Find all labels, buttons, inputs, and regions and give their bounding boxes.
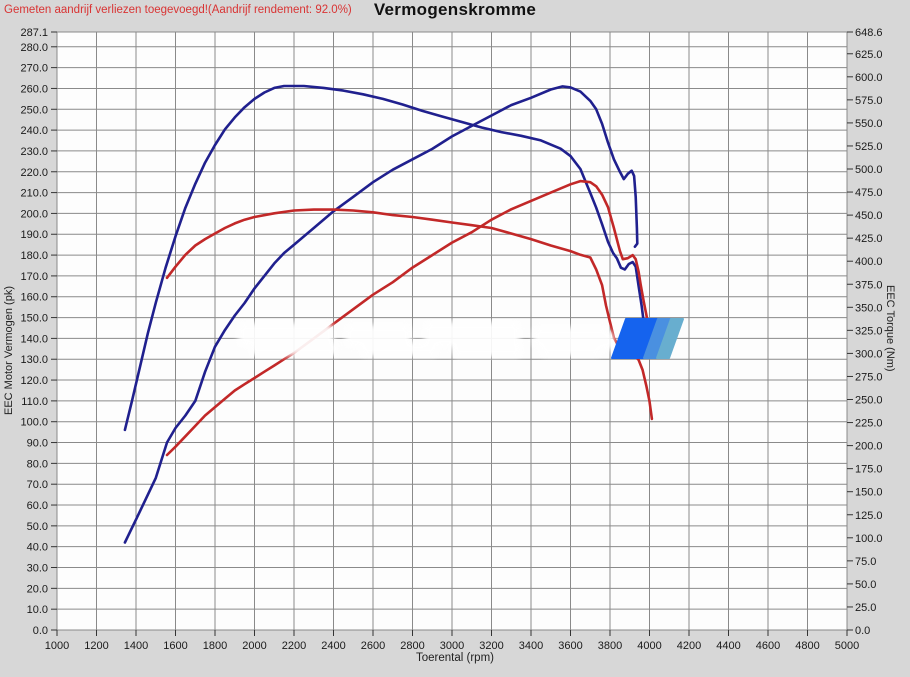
x-tick-label: 4200 [677,640,701,652]
right-tick-label: 300.0 [855,348,883,360]
left-tick-label: 200.0 [20,208,48,220]
drivetrain-loss-note: Gemeten aandrijf verliezen toegevoegd!(A… [4,4,352,16]
right-tick-label: 648.6 [855,27,883,39]
left-tick-label: 10.0 [27,604,48,616]
right-tick-label: 0.0 [855,625,870,637]
right-tick-label: 150.0 [855,487,883,499]
right-tick-label: 600.0 [855,72,883,84]
x-tick-label: 4400 [716,640,740,652]
left-tick-label: 50.0 [27,521,48,533]
left-tick-label: 80.0 [27,458,48,470]
left-tick-label: 40.0 [27,542,48,554]
left-tick-label: 30.0 [27,563,48,575]
left-tick-label: 70.0 [27,479,48,491]
left-tick-label: 220.0 [20,167,48,179]
right-tick-label: 450.0 [855,210,883,222]
curve-power_run_red [165,179,653,457]
left-tick-label: 270.0 [20,63,48,75]
right-tick-label: 350.0 [855,302,883,314]
left-tick-label: 260.0 [20,83,48,95]
x-tick-label: 1000 [45,640,69,652]
right-tick-label: 475.0 [855,187,883,199]
left-tick-label: 150.0 [20,313,48,325]
x-tick-label: 4800 [795,640,819,652]
x-tick-label: 1800 [203,640,227,652]
right-tick-label: 550.0 [855,118,883,130]
x-tick-label: 3600 [558,640,582,652]
x-tick-label: 2000 [242,640,266,652]
x-tick-label: 3800 [598,640,622,652]
right-tick-label: 125.0 [855,510,883,522]
right-tick-label: 525.0 [855,141,883,153]
left-tick-label: 0.0 [33,625,48,637]
x-tick-label: 4000 [637,640,661,652]
right-tick-label: 375.0 [855,279,883,291]
right-tick-label: 200.0 [855,441,883,453]
left-tick-label: 90.0 [27,438,48,450]
x-tick-label: 2200 [282,640,306,652]
x-tick-label: 2400 [321,640,345,652]
page-title: Vermogenskromme [373,0,537,19]
left-tick-label: 140.0 [20,333,48,345]
right-tick-label: 175.0 [855,464,883,476]
x-tick-label: 1600 [163,640,187,652]
right-tick-label: 250.0 [855,395,883,407]
x-tick-label: 2800 [400,640,424,652]
x-tick-label: 2600 [361,640,385,652]
right-tick-label: 25.0 [855,602,876,614]
left-tick-label: 20.0 [27,583,48,595]
curve-torque_run_blue [123,84,645,432]
x-tick-label: 4600 [756,640,780,652]
x-tick-label: 3000 [440,640,464,652]
left-tick-label: 250.0 [20,104,48,116]
left-tick-label: 287.1 [20,27,48,39]
right-tick-label: 75.0 [855,556,876,568]
left-tick-label: 190.0 [20,229,48,241]
right-tick-label: 500.0 [855,164,883,176]
right-tick-label: 625.0 [855,49,883,61]
x-tick-label: 5000 [835,640,859,652]
x-tick-label: 1400 [124,640,148,652]
left-tick-label: 100.0 [20,417,48,429]
right-tick-label: 225.0 [855,418,883,430]
left-tick-label: 120.0 [20,375,48,387]
right-tick-label: 325.0 [855,325,883,337]
curve-power_run_blue [123,85,639,544]
left-tick-label: 130.0 [20,354,48,366]
left-tick-label: 280.0 [20,42,48,54]
x-tick-label: 3200 [479,640,503,652]
right-tick-label: 575.0 [855,95,883,107]
left-tick-label: 60.0 [27,500,48,512]
x-tick-label: 3400 [519,640,543,652]
left-tick-label: 230.0 [20,146,48,158]
right-tick-label: 425.0 [855,233,883,245]
left-tick-label: 210.0 [20,188,48,200]
watermark-text-blur [238,322,614,357]
right-tick-label: 275.0 [855,371,883,383]
x-axis-label: Toerental (rpm) [416,652,494,664]
left-tick-label: 160.0 [20,292,48,304]
left-tick-label: 180.0 [20,250,48,262]
left-tick-label: 110.0 [21,396,48,408]
right-tick-label: 400.0 [855,256,883,268]
right-tick-label: 50.0 [855,579,876,591]
watermark-logo-band [656,318,684,359]
x-tick-label: 1200 [84,640,108,652]
left-tick-label: 170.0 [20,271,48,283]
left-tick-label: 240.0 [20,125,48,137]
right-tick-label: 100.0 [855,533,883,545]
